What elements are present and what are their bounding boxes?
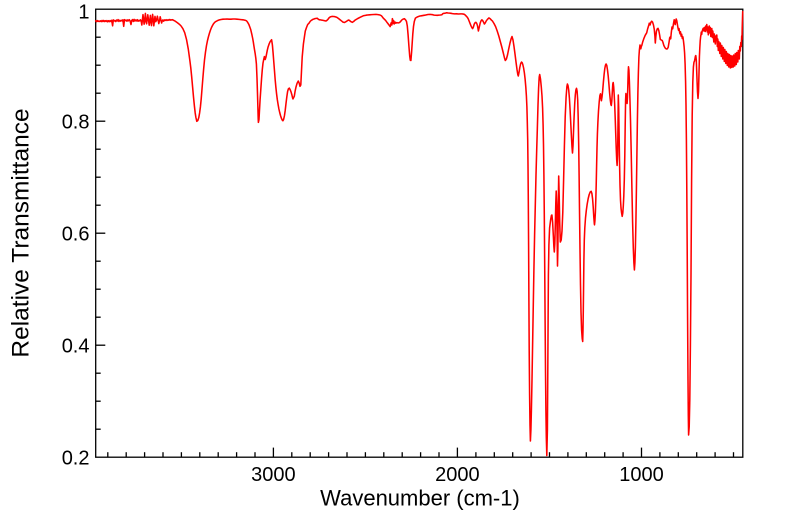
svg-text:0.4: 0.4 <box>62 336 90 358</box>
svg-text:2000: 2000 <box>435 464 480 486</box>
svg-text:0.2: 0.2 <box>62 448 90 470</box>
svg-text:3000: 3000 <box>251 464 296 486</box>
svg-text:Relative Transmittance: Relative Transmittance <box>8 108 35 357</box>
svg-text:1000: 1000 <box>619 464 664 486</box>
svg-text:0.6: 0.6 <box>62 224 90 246</box>
svg-text:0.8: 0.8 <box>62 112 90 134</box>
svg-text:1: 1 <box>78 2 89 24</box>
svg-text:Wavenumber (cm-1): Wavenumber (cm-1) <box>320 486 520 511</box>
